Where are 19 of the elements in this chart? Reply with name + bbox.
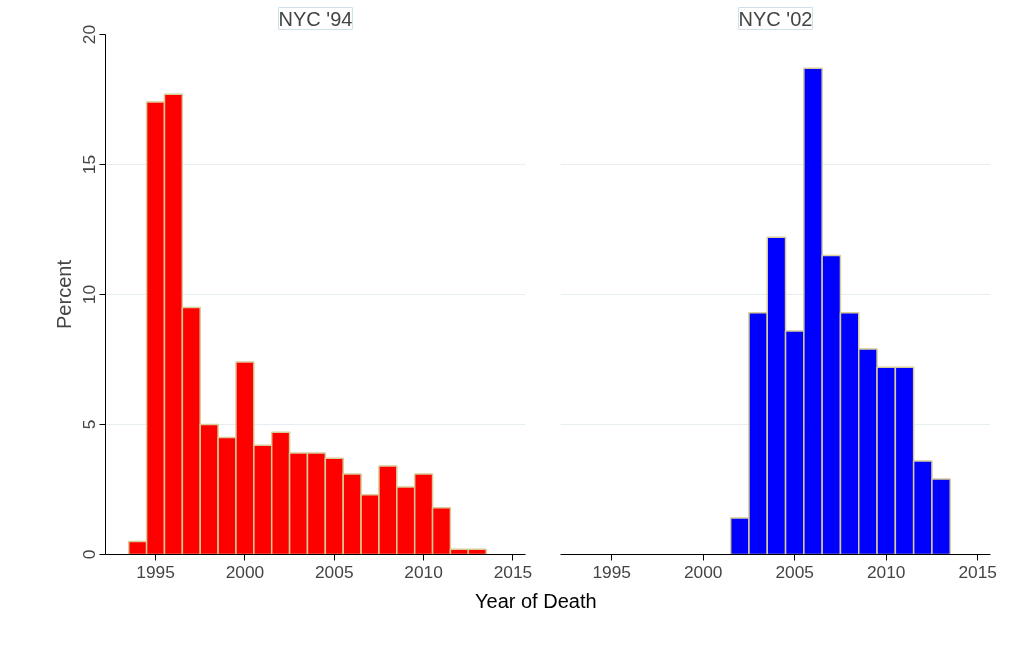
y-tick-label: 10 [78, 284, 99, 305]
x-tick-label: 2010 [404, 561, 443, 582]
y-axis-title: Percent [52, 259, 75, 329]
x-tick-label: 1995 [136, 561, 175, 582]
y-tick-label: 20 [78, 24, 99, 45]
x-tick-label: 2015 [493, 561, 533, 582]
chart-title: NYC '02 [738, 7, 813, 30]
y-tick-label: 5 [78, 419, 99, 430]
x-tick-label: 2000 [683, 561, 723, 582]
y-tick-label: 0 [78, 549, 99, 560]
x-tick-label: 2010 [866, 561, 906, 582]
x-tick-label: 2005 [775, 561, 814, 582]
x-tick-label: 2015 [958, 561, 997, 582]
x-tick-label: 1995 [592, 561, 632, 582]
x-tick-label: 2005 [314, 561, 354, 582]
x-tick-label: 2000 [225, 561, 265, 582]
chart-title: NYC '94 [278, 7, 353, 30]
x-axis-title: Year of Death [475, 589, 597, 612]
y-tick-label: 15 [78, 154, 99, 175]
